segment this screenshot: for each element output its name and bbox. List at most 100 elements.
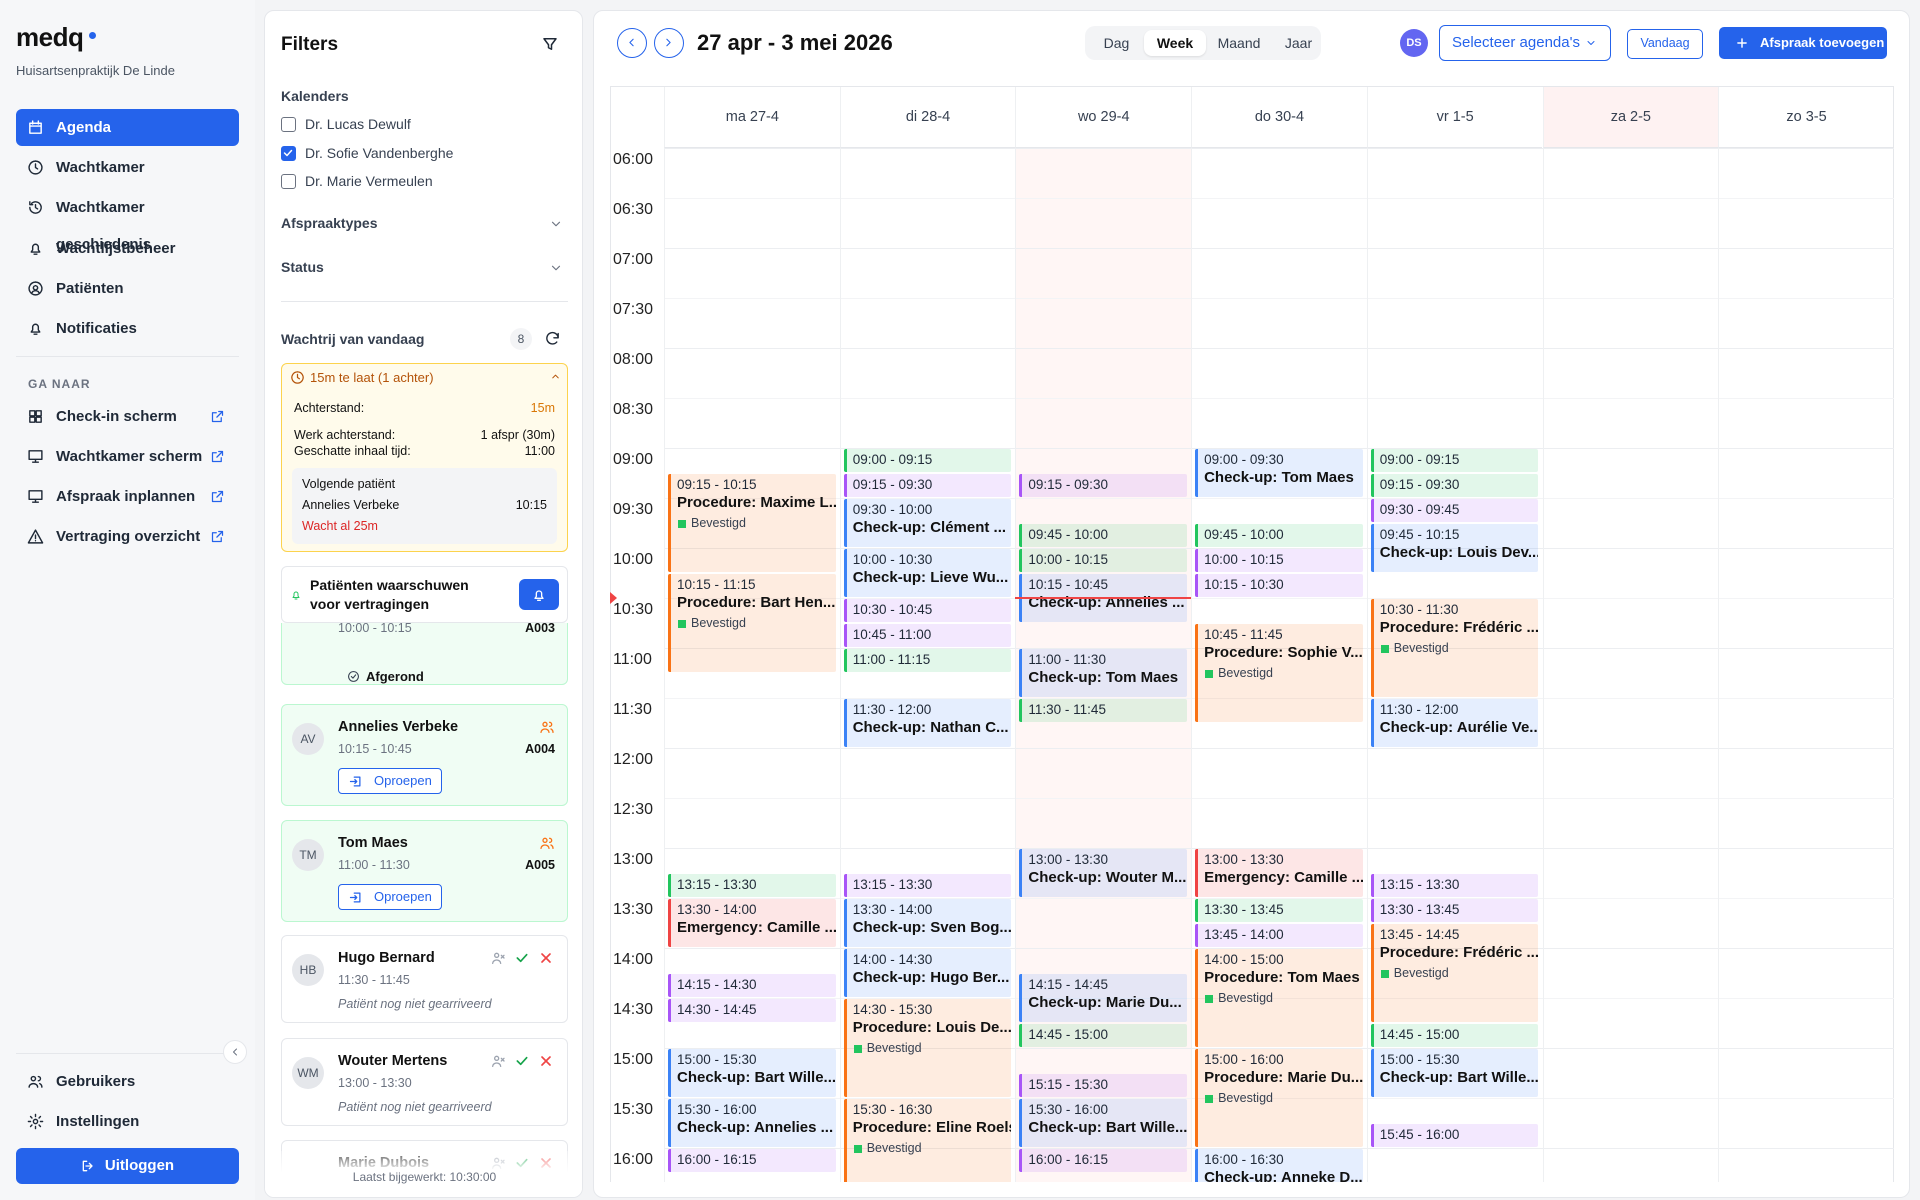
day-header[interactable]: vr 1-5 xyxy=(1366,87,1543,148)
collapse-button[interactable] xyxy=(223,1040,247,1064)
appointment[interactable]: 13:30 - 13:45 xyxy=(1195,899,1363,922)
appointment[interactable]: 13:15 - 13:30 xyxy=(668,874,836,897)
nav-item[interactable]: Instellingen xyxy=(16,1103,239,1140)
appointment[interactable]: 09:15 - 10:15 Procedure: Maxime L... Beves… xyxy=(668,474,836,572)
nav-arrow[interactable] xyxy=(617,28,647,58)
appointment[interactable]: 15:30 - 16:30 Procedure: Eline Roels Beves… xyxy=(843,1099,1012,1182)
appointment-time: 09:45 - 10:00 xyxy=(1028,527,1108,542)
appointment[interactable]: 10:45 - 11:45 Procedure: Sophie V... Beves… xyxy=(1195,624,1363,722)
appointment[interactable]: 10:45 - 11:00 xyxy=(843,624,1012,647)
nav-item[interactable]: Patiënten xyxy=(16,270,239,307)
appointment[interactable]: 09:45 - 10:00 xyxy=(1019,524,1188,547)
appointment[interactable]: 14:00 - 15:00 Procedure: Tom Maes Bevestig… xyxy=(1195,949,1363,1047)
appointment[interactable]: 13:15 - 13:30 xyxy=(1370,874,1539,897)
done-button[interactable]: Afgerond xyxy=(338,664,428,690)
appointment[interactable]: 11:00 - 11:30 Check-up: Tom Maes xyxy=(1019,649,1188,697)
appointment[interactable]: 09:15 - 09:30 xyxy=(843,474,1012,497)
appointment[interactable]: 13:00 - 13:30 Emergency: Camille ... xyxy=(1195,849,1363,897)
appointment[interactable]: 10:00 - 10:15 xyxy=(1019,549,1188,572)
view-tab[interactable]: Jaar xyxy=(1284,35,1313,51)
appointment[interactable]: 09:00 - 09:15 xyxy=(1370,449,1539,472)
appointment[interactable]: 11:30 - 11:45 xyxy=(1019,699,1188,722)
appointment[interactable]: 14:30 - 14:45 xyxy=(668,999,836,1022)
appointment[interactable]: 15:00 - 15:30 Check-up: Bart Wille... xyxy=(668,1049,836,1097)
view-tab[interactable]: Week xyxy=(1144,30,1206,56)
nav-arrow[interactable] xyxy=(654,28,684,58)
nav-link[interactable]: Wachtkamer scherm xyxy=(16,438,239,475)
time-label: 16:00 xyxy=(613,1151,654,1168)
appointment[interactable]: 14:45 - 15:00 xyxy=(1370,1024,1539,1047)
nav-link[interactable]: Check-in scherm xyxy=(16,398,239,435)
appointment[interactable]: 14:30 - 15:30 Procedure: Louis De... Beves… xyxy=(843,999,1012,1097)
appointment[interactable]: 10:30 - 10:45 xyxy=(843,599,1012,622)
nav-item[interactable]: Gebruikers xyxy=(16,1063,239,1100)
appointment[interactable]: 11:00 - 11:15 xyxy=(843,649,1012,672)
appointment[interactable]: 16:00 - 16:30 Check-up: Anneke D... xyxy=(1195,1149,1363,1182)
appointment[interactable]: 09:15 - 09:30 xyxy=(1370,474,1539,497)
appointment[interactable]: 09:30 - 09:45 xyxy=(1370,499,1539,522)
appointment[interactable]: 14:45 - 15:00 xyxy=(1019,1024,1188,1047)
appointment[interactable]: 13:30 - 14:00 Emergency: Camille ... xyxy=(668,899,836,947)
nav-link[interactable]: Afspraak inplannen xyxy=(16,478,239,515)
appointment[interactable]: 16:00 - 16:15 xyxy=(668,1149,836,1172)
appointment[interactable]: 11:30 - 12:00 Check-up: Aurélie Ve... xyxy=(1370,699,1539,747)
appointment[interactable]: 09:30 - 10:00 Check-up: Clément ... xyxy=(843,499,1012,547)
nav-item[interactable]: Wachtkamer geschiedenis xyxy=(16,189,239,253)
appointment[interactable]: 15:00 - 15:30 Check-up: Bart Wille... xyxy=(1370,1049,1539,1097)
day-header[interactable]: zo 3-5 xyxy=(1718,87,1894,148)
view-tab[interactable]: Maand xyxy=(1217,35,1261,51)
appointment[interactable]: 14:15 - 14:45 Check-up: Marie Du... xyxy=(1019,974,1188,1022)
day-header[interactable]: do 30-4 xyxy=(1191,87,1367,148)
appointment-time: 15:00 - 15:30 xyxy=(1379,1052,1460,1067)
appointment[interactable]: 15:30 - 16:00 Check-up: Bart Wille... xyxy=(1019,1099,1188,1147)
appointment[interactable]: 16:00 - 16:15 xyxy=(1019,1149,1188,1172)
appointment[interactable]: 09:00 - 09:15 xyxy=(843,449,1012,472)
appointment[interactable]: 10:00 - 10:15 xyxy=(1195,549,1363,572)
nav-link[interactable]: Vertraging overzicht xyxy=(16,518,239,555)
appointment[interactable]: 10:15 - 11:15 Procedure: Bart Hen... Beves… xyxy=(668,574,836,672)
call-button[interactable]: Oproepen xyxy=(338,768,442,794)
appointment[interactable]: 09:00 - 09:30 Check-up: Tom Maes xyxy=(1195,449,1363,497)
view-tab[interactable]: Dag xyxy=(1103,35,1130,51)
day-header[interactable]: wo 29-4 xyxy=(1015,87,1192,148)
appointment[interactable]: 13:30 - 14:00 Check-up: Sven Bog... xyxy=(843,899,1012,947)
appointment[interactable]: 14:15 - 14:30 xyxy=(668,974,836,997)
appointment[interactable]: 15:00 - 16:00 Procedure: Marie Du... Beves… xyxy=(1195,1049,1363,1147)
logout-button[interactable]: Uitloggen xyxy=(16,1148,239,1184)
nav-item[interactable]: Notificaties xyxy=(16,310,239,347)
nav-item[interactable]: Wachtlijstbeheer xyxy=(16,230,239,267)
appointment[interactable]: 13:30 - 13:45 xyxy=(1370,899,1539,922)
day-header[interactable]: di 28-4 xyxy=(839,87,1016,148)
add-button[interactable]: Afspraak toevoegen xyxy=(1719,27,1887,59)
appointment[interactable]: 10:30 - 11:30 Procedure: Frédéric ... Beve… xyxy=(1370,599,1539,697)
checkbox[interactable] xyxy=(281,145,296,161)
appointment[interactable]: 09:15 - 09:30 xyxy=(1019,474,1188,497)
appointment[interactable]: 13:45 - 14:00 xyxy=(1195,924,1363,947)
appointment[interactable]: 13:15 - 13:30 xyxy=(843,874,1012,897)
nav-item[interactable]: Wachtkamer xyxy=(16,149,239,186)
appointment[interactable]: 09:45 - 10:15 Check-up: Louis Dev... xyxy=(1370,524,1539,572)
day-header[interactable]: ma 27-4 xyxy=(664,87,840,148)
warn-button[interactable] xyxy=(519,579,559,610)
appointment[interactable]: 11:30 - 12:00 Check-up: Nathan C... xyxy=(843,699,1012,747)
day-header[interactable]: za 2-5 xyxy=(1542,87,1719,148)
agenda-select[interactable]: Selecteer agenda's xyxy=(1439,25,1611,61)
appointment[interactable]: 15:45 - 16:00 xyxy=(1370,1124,1539,1147)
appointment[interactable]: 10:00 - 10:30 Check-up: Lieve Wu... xyxy=(843,549,1012,597)
call-button[interactable]: Oproepen xyxy=(338,884,442,910)
nav-item[interactable]: Agenda xyxy=(16,109,239,146)
checkbox[interactable] xyxy=(281,117,296,132)
appointment[interactable]: 15:15 - 15:30 xyxy=(1019,1074,1188,1097)
filter-section[interactable]: Status xyxy=(281,259,324,275)
appointment[interactable]: 14:00 - 14:30 Check-up: Hugo Ber... xyxy=(843,949,1012,997)
appointment[interactable]: 15:30 - 16:00 Check-up: Annelies ... xyxy=(668,1099,836,1147)
appointment[interactable]: 13:45 - 14:45 Procedure: Frédéric ... Beve… xyxy=(1370,924,1539,1022)
patient-name: Hugo Bernard xyxy=(338,950,435,966)
today-button[interactable]: Vandaag xyxy=(1627,29,1703,59)
appointment-time: 10:30 - 10:45 xyxy=(852,602,933,617)
filter-section[interactable]: Afspraaktypes xyxy=(281,215,378,231)
appointment[interactable]: 13:00 - 13:30 Check-up: Wouter M... xyxy=(1019,849,1188,897)
appointment[interactable]: 10:15 - 10:30 xyxy=(1195,574,1363,597)
appointment[interactable]: 09:45 - 10:00 xyxy=(1195,524,1363,547)
checkbox[interactable] xyxy=(281,174,296,189)
